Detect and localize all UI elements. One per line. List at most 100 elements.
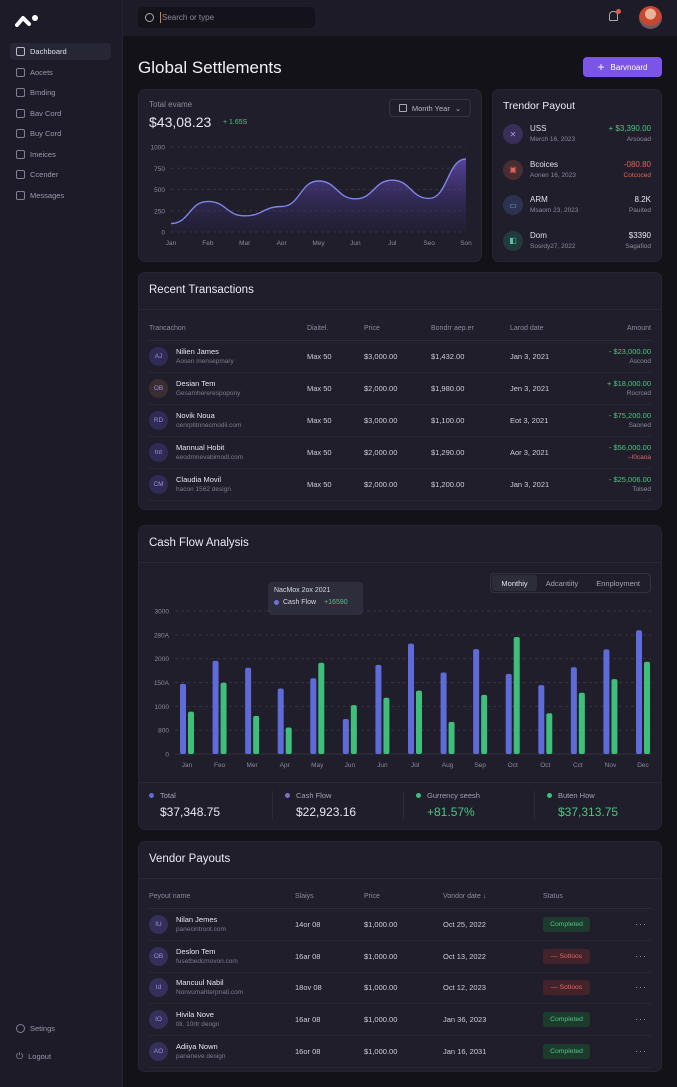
settings-link[interactable]: Setings: [16, 1024, 55, 1033]
status-badge: — Sotloos: [543, 980, 590, 996]
more-options-icon[interactable]: ···: [635, 982, 647, 993]
table-row[interactable]: tnt Mannual Hobit eeodmnevabimodl.com Max 5…: [149, 437, 651, 469]
cell-d: Max 50: [307, 448, 332, 457]
search-input[interactable]: Search or type: [138, 7, 315, 28]
cell-date: Jan 3, 2021: [510, 480, 550, 489]
tab-0[interactable]: Monthiy: [492, 575, 537, 591]
status-badge: — Sotloos: [543, 948, 590, 964]
bar-blue[interactable]: [408, 643, 414, 754]
bar-green[interactable]: [481, 694, 488, 754]
bar-green[interactable]: [220, 682, 227, 754]
cell-date: Oct 13, 2022: [443, 951, 486, 961]
sidebar-item-label: Imeices: [30, 149, 56, 159]
bar-green[interactable]: [350, 705, 357, 754]
vendor-amount: 8.2K: [634, 195, 651, 204]
trend-payout-item[interactable]: ▭ ARM Msaom 23, 2023 8.2K Pauited: [503, 193, 651, 223]
bar-green[interactable]: [546, 713, 553, 754]
sidebar: Dachboard Aocets Bmding Bav Cord Buy Cord Ime…: [0, 0, 123, 1087]
table-row[interactable]: IU Nilan Jemes panecintroot.com 14or 08 $1,0…: [149, 909, 651, 941]
table-row[interactable]: AO Adiiya Nown pananeve design 16or 08 $1,00…: [149, 1036, 651, 1068]
tab-1[interactable]: Adcantiity: [545, 578, 579, 588]
table-row[interactable]: OB Deslon Tem fusetbedcmovon.com 16ar 08 $1,…: [149, 941, 651, 973]
avatar: OB: [149, 946, 168, 966]
bar-blue[interactable]: [505, 673, 512, 754]
bar-green[interactable]: [513, 636, 520, 754]
user-avatar[interactable]: [639, 6, 662, 29]
bar-green[interactable]: [448, 721, 455, 754]
bar-blue[interactable]: [570, 667, 577, 754]
bar-green[interactable]: [285, 727, 292, 754]
table-row[interactable]: AJ Nilien James Aosen mensepmary Max 50 $3,0…: [149, 341, 651, 373]
sidebar-item-1[interactable]: Aocets: [10, 64, 111, 81]
cell-s: 18ov 08: [295, 983, 322, 993]
sidebar-item-3[interactable]: Bav Cord: [10, 105, 111, 122]
bar-green[interactable]: [253, 715, 260, 754]
x-tick-label: Mar: [239, 240, 251, 247]
stat-summary: Cash Flow $22,923.16: [272, 791, 392, 819]
bar-blue[interactable]: [636, 630, 642, 754]
table-row[interactable]: OB Desian Tem Gesamhererespopony Max 50 $2,0…: [149, 373, 651, 405]
avatar: IO: [149, 1010, 168, 1030]
trend-payout-item[interactable]: ✕ USS Merch 16, 2023 + $3,390.00 Arsooad: [503, 122, 651, 152]
sidebar-item-7[interactable]: Messages: [10, 187, 111, 204]
transactions-header: Trancachon Diaitel. Price Bondrr aep.er Laro…: [149, 325, 651, 341]
bar-blue[interactable]: [310, 678, 317, 754]
more-options-icon[interactable]: ···: [635, 919, 647, 929]
bar-blue[interactable]: [342, 718, 349, 754]
bar-blue[interactable]: [440, 672, 447, 754]
tab-2[interactable]: Ennployment: [596, 578, 640, 588]
bar-blue[interactable]: [180, 683, 186, 754]
bar-green[interactable]: [383, 697, 390, 754]
logout-link[interactable]: ⏻ Logout: [16, 1051, 51, 1062]
bar-green[interactable]: [578, 692, 585, 754]
bar-green[interactable]: [644, 661, 650, 754]
sidebar-item-0[interactable]: Dachboard: [10, 43, 111, 60]
add-dashboard-label: Barvnoard: [610, 62, 648, 72]
logo-icon[interactable]: [15, 14, 39, 28]
vendor-status: Pauited: [628, 207, 651, 214]
trend-payout-item[interactable]: ▣ Bcoices Aonen 16, 2023 -080.80 Cotcoced: [503, 158, 651, 188]
x-tick-label: Nov: [605, 762, 617, 769]
table-row[interactable]: CM Claudia Movil hacon 1562 design Max 50 $2…: [149, 469, 651, 501]
more-options-icon[interactable]: ···: [635, 950, 647, 961]
vendor-amount: + $3,390.00: [608, 124, 651, 133]
bar-green[interactable]: [416, 690, 422, 754]
cell-price: $2,000.00: [364, 448, 398, 457]
bar-blue[interactable]: [212, 660, 219, 754]
month-year-dropdown[interactable]: Month Year ⌄: [389, 99, 471, 117]
x-tick-label: Jan: [166, 240, 177, 247]
column-header[interactable]: Vondor date ↓: [443, 893, 487, 900]
bar-green[interactable]: [611, 679, 618, 754]
sidebar-item-5[interactable]: Imeices: [10, 146, 111, 163]
overview-value: $43,08.23: [149, 114, 212, 130]
cash-flow-card: Cash Flow Analysis Monthiy Adcantiity Ennp…: [138, 525, 662, 830]
table-row[interactable]: IO Hivila Nove titi. 10rtr deogn 16ar 08 $1,…: [149, 1004, 651, 1037]
nav-icon: [16, 190, 25, 200]
table-row[interactable]: Id Mancuul Nabil Nonvumahterpnati.com 18ov …: [149, 972, 651, 1005]
more-options-icon[interactable]: ···: [635, 1014, 647, 1025]
avatar: IU: [149, 915, 168, 934]
sidebar-item-4[interactable]: Buy Cord: [10, 125, 111, 142]
vendor-date: Aonen 16, 2023: [530, 171, 576, 179]
bar-blue[interactable]: [538, 685, 545, 754]
legend-dot: [285, 793, 290, 798]
more-options-icon[interactable]: ···: [635, 1045, 647, 1056]
cell-b: $1,290.00: [431, 448, 465, 457]
bell-icon[interactable]: [609, 11, 618, 21]
bar-green[interactable]: [188, 711, 194, 754]
sidebar-item-6[interactable]: Ccender: [10, 166, 111, 183]
bar-blue[interactable]: [473, 649, 480, 754]
name: Deslon Tem: [176, 946, 216, 956]
sidebar-item-2[interactable]: Bmding: [10, 84, 111, 101]
sidebar-item-label: Dachboard: [30, 47, 67, 56]
bar-green[interactable]: [318, 662, 325, 754]
bar-blue[interactable]: [245, 667, 252, 754]
subtitle: panecintroot.com: [176, 926, 226, 933]
bar-blue[interactable]: [375, 664, 382, 754]
trend-payout-item[interactable]: ◧ Dom Sosrdy27, 2022 $3390 Sagafiod: [503, 229, 651, 259]
bar-blue[interactable]: [603, 649, 610, 754]
bar-blue[interactable]: [277, 688, 284, 754]
table-row[interactable]: RD Novik Noua oenrptitnnecmodil.com Max 50 $…: [149, 405, 651, 437]
add-dashboard-button[interactable]: + Barvnoard: [583, 57, 662, 77]
nav-icon: [16, 149, 25, 159]
